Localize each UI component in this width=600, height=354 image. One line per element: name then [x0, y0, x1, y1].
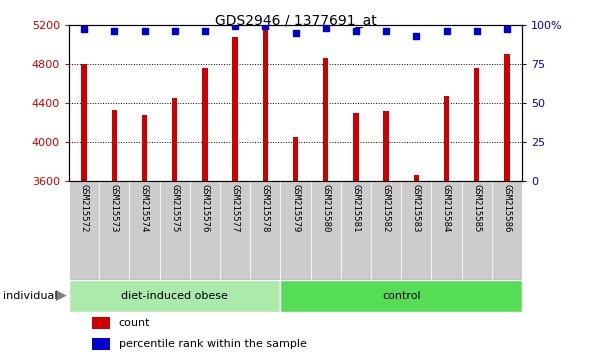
Bar — [69, 280, 280, 312]
Text: GSM215572: GSM215572 — [80, 183, 89, 232]
Bar — [413, 175, 419, 181]
Text: GSM215577: GSM215577 — [230, 183, 239, 232]
Polygon shape — [56, 290, 67, 301]
Bar — [99, 181, 130, 280]
Bar — [202, 68, 208, 181]
Text: GSM215574: GSM215574 — [140, 183, 149, 232]
Bar — [220, 181, 250, 280]
Bar — [280, 181, 311, 280]
Point — [472, 28, 481, 34]
Bar — [474, 68, 479, 181]
Bar — [401, 181, 431, 280]
Text: control: control — [382, 291, 421, 301]
Text: GSM215582: GSM215582 — [382, 183, 391, 232]
Point — [260, 23, 270, 29]
Point — [502, 27, 512, 32]
Bar — [92, 338, 110, 350]
Bar — [130, 181, 160, 280]
Bar — [172, 98, 178, 181]
Text: count: count — [119, 318, 151, 327]
Bar — [92, 316, 110, 329]
Bar — [311, 181, 341, 280]
Bar — [69, 181, 99, 280]
Point — [291, 30, 301, 35]
Text: GSM215576: GSM215576 — [200, 183, 209, 232]
Bar — [383, 112, 389, 181]
Text: GSM215585: GSM215585 — [472, 183, 481, 232]
Bar — [341, 181, 371, 280]
Bar — [371, 181, 401, 280]
Bar — [112, 110, 117, 181]
Bar — [82, 64, 87, 181]
Bar — [250, 181, 280, 280]
Point — [230, 23, 240, 29]
Bar — [492, 181, 522, 280]
Bar — [232, 38, 238, 181]
Text: individual: individual — [3, 291, 58, 301]
Bar — [263, 26, 268, 181]
Point — [200, 28, 210, 34]
Text: GSM215573: GSM215573 — [110, 183, 119, 232]
Point — [109, 28, 119, 34]
Point — [442, 28, 451, 34]
Text: percentile rank within the sample: percentile rank within the sample — [119, 339, 307, 349]
Text: GDS2946 / 1377691_at: GDS2946 / 1377691_at — [215, 14, 376, 28]
Text: GSM215578: GSM215578 — [261, 183, 270, 232]
Bar — [190, 181, 220, 280]
Bar — [142, 115, 147, 181]
Text: GSM215580: GSM215580 — [321, 183, 330, 232]
Point — [140, 28, 149, 34]
Bar — [160, 181, 190, 280]
Point — [351, 28, 361, 34]
Point — [321, 25, 331, 31]
Bar — [444, 96, 449, 181]
Bar — [293, 137, 298, 181]
Text: GSM215583: GSM215583 — [412, 183, 421, 232]
Text: GSM215579: GSM215579 — [291, 183, 300, 232]
Bar — [280, 280, 522, 312]
Bar — [461, 181, 492, 280]
Bar — [323, 58, 328, 181]
Bar — [431, 181, 461, 280]
Text: GSM215584: GSM215584 — [442, 183, 451, 232]
Point — [79, 27, 89, 32]
Bar — [504, 54, 509, 181]
Text: GSM215586: GSM215586 — [502, 183, 511, 232]
Point — [170, 28, 179, 34]
Point — [382, 28, 391, 34]
Text: diet-induced obese: diet-induced obese — [121, 291, 228, 301]
Text: GSM215581: GSM215581 — [352, 183, 361, 232]
Bar — [353, 113, 359, 181]
Text: GSM215575: GSM215575 — [170, 183, 179, 232]
Point — [412, 33, 421, 39]
